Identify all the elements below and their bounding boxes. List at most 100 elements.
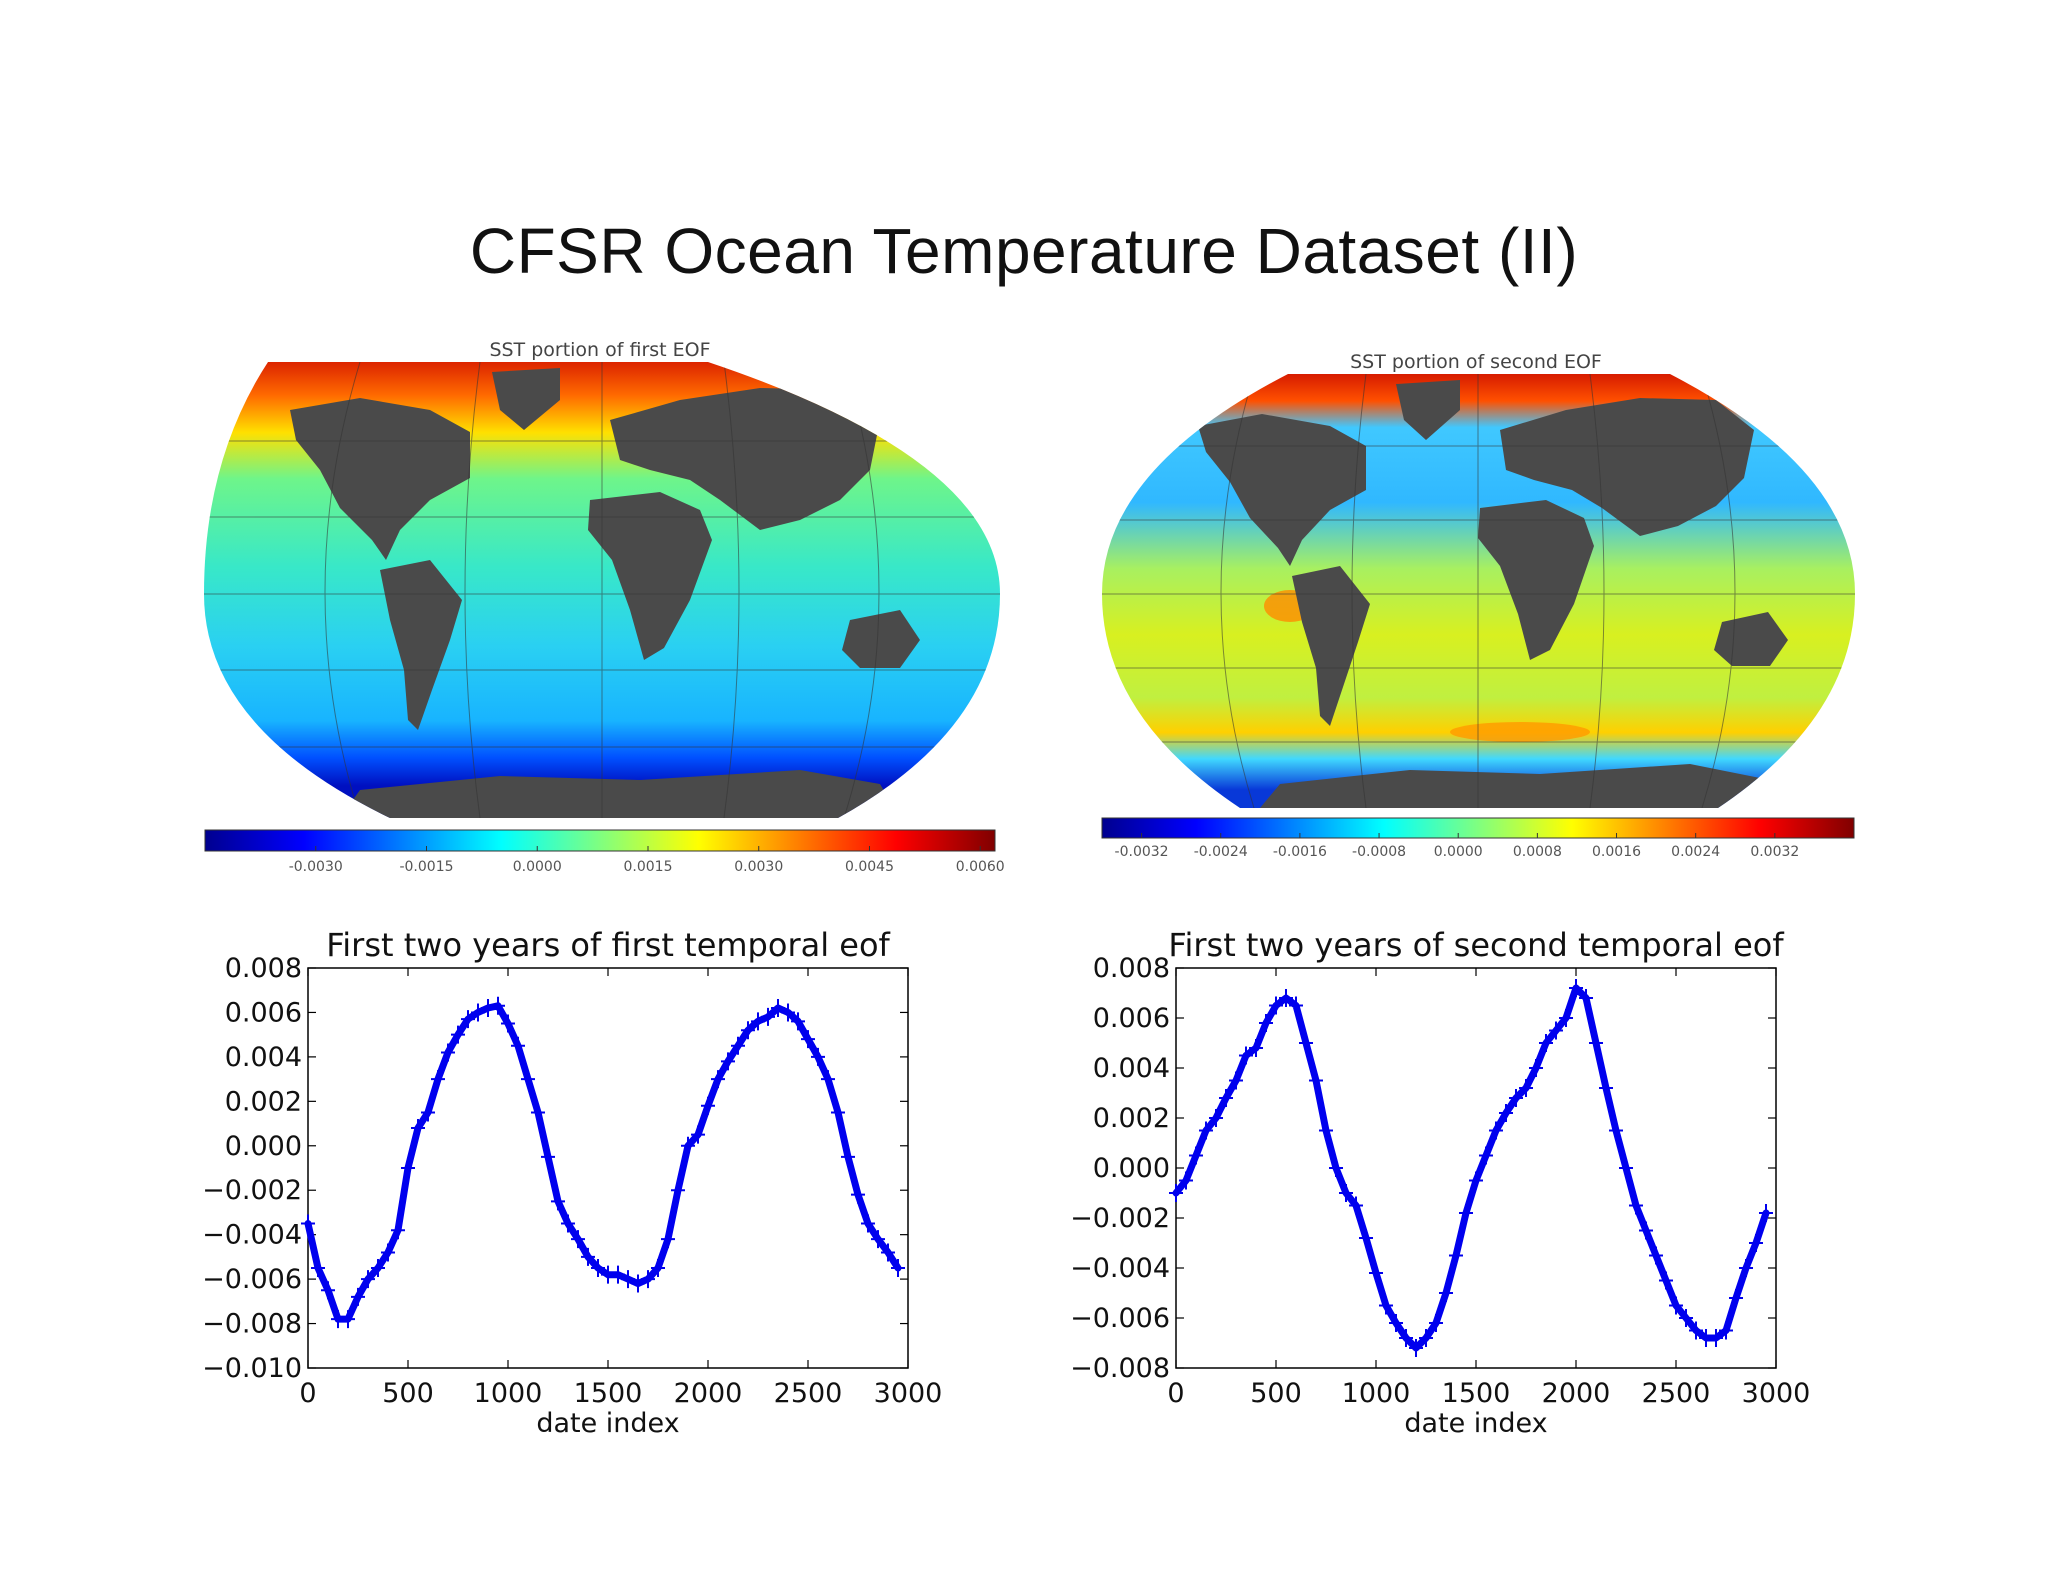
data-point-marker — [451, 1025, 465, 1044]
y-tick-label: −0.010 — [202, 1353, 302, 1384]
x-tick-label: 3000 — [1742, 1378, 1811, 1409]
line-chart-2: First two years of second temporal eof 0… — [1070, 926, 1810, 1439]
x-tick-label: 0 — [299, 1378, 316, 1409]
y-tick-label: 0.000 — [225, 1131, 302, 1162]
data-point-marker — [1319, 1121, 1333, 1140]
colorbar-tick-label: 0.0015 — [623, 859, 672, 875]
data-point-marker — [1589, 1034, 1603, 1052]
slide-title: CFSR Ocean Temperature Dataset (II) — [469, 215, 1579, 287]
data-point-marker — [1749, 1234, 1763, 1252]
data-point-marker — [1299, 1034, 1313, 1052]
data-point-marker — [1219, 1089, 1233, 1107]
y-tick-label: −0.008 — [202, 1309, 302, 1340]
data-point-marker — [1499, 1104, 1513, 1122]
data-point-marker — [321, 1281, 335, 1300]
data-point-marker — [1549, 1021, 1563, 1040]
colorbar-tick-label: 0.0000 — [1434, 844, 1483, 860]
data-point-marker — [441, 1043, 455, 1062]
data-point-marker — [661, 1230, 675, 1249]
data-point-marker — [1619, 1159, 1633, 1177]
line-chart-1-y-ticks: 0.008 0.006 0.004 0.002 0.000 −0.002 −0.004 −0.… — [202, 953, 908, 1384]
data-point-marker — [381, 1243, 395, 1262]
data-point-marker — [1249, 1039, 1263, 1057]
x-tick-label: 1500 — [1442, 1378, 1511, 1409]
data-point-marker — [761, 1007, 775, 1026]
colorbar-tick-label: 0.0032 — [1750, 844, 1799, 860]
map-2 — [1102, 374, 1855, 808]
data-point-marker — [841, 1147, 855, 1166]
data-point-marker — [1229, 1071, 1243, 1090]
data-point-marker — [1339, 1184, 1353, 1202]
x-tick-label: 500 — [382, 1378, 434, 1409]
line-chart-1-x-ticks: 0 500 1000 1500 2000 2500 3000 — [299, 968, 942, 1409]
data-point-marker — [701, 1096, 715, 1115]
data-point-marker — [491, 996, 505, 1015]
line-chart-1-xlabel: date index — [536, 1408, 679, 1439]
colorbar-tick-label: -0.0032 — [1115, 844, 1169, 860]
data-point-marker — [1719, 1321, 1733, 1340]
y-tick-label: 0.004 — [225, 1042, 302, 1073]
colorbar-tick-label: 0.0024 — [1671, 844, 1720, 860]
data-point-marker — [391, 1221, 405, 1240]
data-point-marker — [651, 1259, 665, 1277]
colorbar-tick-label: -0.0016 — [1273, 844, 1327, 860]
data-point-marker — [1379, 1296, 1393, 1315]
data-point-marker — [861, 1214, 875, 1233]
data-point-marker — [1679, 1309, 1693, 1327]
data-point-marker — [1429, 1314, 1443, 1332]
x-tick-label: 2000 — [1542, 1378, 1611, 1409]
data-point-marker — [561, 1214, 575, 1233]
data-point-marker — [1179, 1171, 1193, 1190]
data-point-marker — [511, 1036, 525, 1055]
data-point-marker — [531, 1103, 545, 1122]
data-point-marker — [731, 1036, 745, 1055]
data-point-marker — [1539, 1034, 1553, 1052]
line-chart-1-series — [301, 996, 905, 1329]
data-point-marker — [691, 1125, 705, 1144]
map-1-graticule — [204, 362, 1000, 818]
y-tick-label: 0.002 — [1093, 1103, 1170, 1134]
data-point-marker — [811, 1047, 825, 1066]
data-point-marker — [1729, 1289, 1743, 1307]
data-point-marker — [831, 1103, 845, 1122]
data-point-marker — [521, 1070, 535, 1089]
y-tick-label: 0.004 — [1093, 1053, 1170, 1084]
map-2-graticule — [1102, 374, 1855, 808]
y-tick-label: −0.006 — [1070, 1303, 1170, 1334]
x-tick-label: 0 — [1167, 1378, 1184, 1409]
data-point-marker — [1439, 1284, 1453, 1302]
x-tick-label: 2500 — [774, 1378, 843, 1409]
data-point-marker — [1489, 1121, 1503, 1140]
data-point-marker — [1459, 1204, 1473, 1222]
data-point-marker — [1659, 1271, 1673, 1290]
data-point-marker — [371, 1259, 385, 1277]
data-point-marker — [1649, 1246, 1663, 1265]
data-point-marker — [1409, 1339, 1423, 1357]
colorbar-tick-label: 0.0008 — [1513, 844, 1562, 860]
data-point-marker — [311, 1259, 325, 1277]
line-chart-2-series — [1169, 979, 1773, 1357]
map-1-colorbar-ticks: -0.0030 -0.0015 0.0000 0.0015 0.0030 0.0045 0.… — [289, 846, 1005, 875]
data-point-marker — [631, 1274, 645, 1293]
line-chart-1-title: First two years of first temporal eof — [326, 926, 890, 964]
data-point-marker — [401, 1159, 415, 1177]
data-point-marker — [1759, 1204, 1773, 1222]
data-point-marker — [341, 1310, 355, 1329]
colorbar-tick-label: -0.0015 — [399, 859, 453, 875]
y-tick-label: 0.006 — [225, 997, 302, 1028]
data-point-marker — [1419, 1329, 1433, 1347]
map-1-title: SST portion of first EOF — [489, 339, 710, 361]
map-2-land-masses — [1198, 380, 1788, 808]
data-point-marker — [1199, 1121, 1213, 1140]
data-point-marker — [421, 1103, 435, 1122]
data-point-marker — [891, 1259, 905, 1277]
data-point-marker — [501, 1014, 515, 1033]
map-2-title: SST portion of second EOF — [1350, 351, 1602, 373]
data-point-marker — [801, 1030, 815, 1049]
map-2-colorbar — [1101, 817, 1855, 839]
data-point-marker — [711, 1070, 725, 1089]
line-chart-2-y-ticks: 0.008 0.006 0.004 0.002 0.000 −0.002 −0.004 −0.… — [1070, 953, 1776, 1384]
data-point-marker — [1709, 1329, 1723, 1347]
data-point-marker — [881, 1243, 895, 1262]
data-point-marker — [1309, 1071, 1323, 1090]
